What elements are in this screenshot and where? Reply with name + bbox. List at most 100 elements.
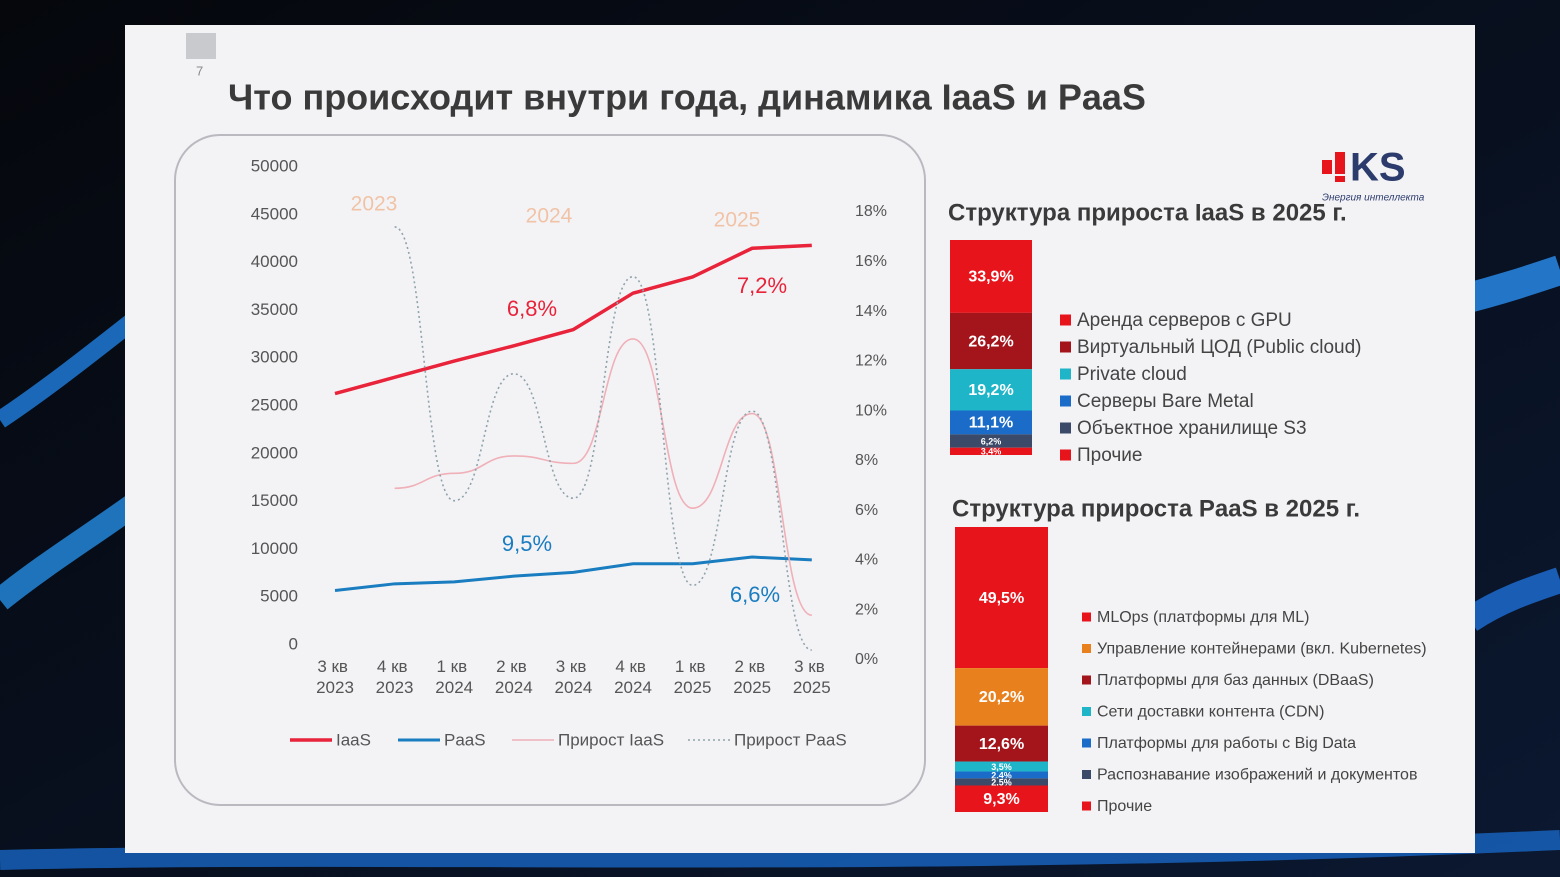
legend-label: Серверы Bare Metal — [1077, 391, 1254, 412]
logo-name: KS — [1350, 146, 1406, 190]
x-tick-label: 4 кв 2024 — [614, 657, 652, 697]
x-tick-label: 2 кв 2025 — [733, 657, 771, 697]
legend-label: Платформы для работы с Big Data — [1097, 735, 1356, 752]
legend-label: Прирост IaaS — [558, 730, 664, 749]
legend-label: IaaS — [336, 730, 371, 749]
value-label: 2,4% — [991, 770, 1012, 780]
annotation: 9,5% — [502, 531, 552, 556]
value-label: 20,2% — [979, 689, 1024, 706]
y-tick-label: 10000 — [251, 539, 298, 558]
bar-segment — [955, 725, 1048, 762]
legend-swatch — [1060, 449, 1071, 461]
legend-swatch — [1082, 644, 1091, 653]
legend-label: Объектное хранилище S3 — [1077, 418, 1307, 439]
bar-segment — [950, 410, 1032, 435]
y-tick-label: 15000 — [251, 491, 298, 510]
value-label: 19,2% — [968, 382, 1013, 399]
legend-label: Платформы для баз данных (DBaaS) — [1097, 672, 1374, 689]
legend-label: Прирост PaaS — [734, 730, 847, 749]
series-line — [394, 338, 813, 616]
y-tick-label: 25000 — [251, 395, 298, 414]
y2-tick-label: 6% — [855, 502, 878, 519]
y-tick-label: 20000 — [251, 443, 298, 462]
slide-title: Что происходит внутри года, динамика Iaa… — [228, 77, 1146, 118]
y2-tick-label: 12% — [855, 353, 887, 370]
bar-segment — [950, 369, 1032, 411]
y2-tick-label: 8% — [855, 452, 878, 469]
y2-tick-label: 4% — [855, 552, 878, 569]
bar-segment — [950, 434, 1032, 448]
bar-segment — [955, 785, 1048, 812]
y2-tick-label: 14% — [855, 303, 887, 320]
chart-frame — [174, 134, 926, 806]
value-label: 6,2% — [981, 436, 1002, 446]
series-line — [334, 555, 812, 592]
legend-label: MLOps (платформы для ML) — [1097, 609, 1309, 626]
value-label: 9,3% — [983, 791, 1019, 808]
legend-label: PaaS — [444, 730, 486, 749]
x-tick-label: 2 кв 2024 — [495, 657, 533, 697]
annotation: 7,2% — [737, 273, 787, 298]
legend-swatch — [1060, 395, 1071, 407]
year-label: 2025 — [714, 209, 761, 232]
series-line — [394, 226, 813, 651]
x-tick-label: 1 кв 2025 — [674, 657, 712, 697]
legend-label: Виртуальный ЦОД (Public cloud) — [1077, 337, 1361, 358]
bar-segment — [950, 240, 1032, 313]
legend-swatch — [1082, 770, 1091, 779]
y-tick-label: 30000 — [251, 348, 298, 367]
value-label: 3,5% — [991, 762, 1012, 772]
slide-marker — [186, 33, 216, 59]
bar-segment — [955, 761, 1048, 772]
logo-block — [1335, 152, 1345, 174]
logo-tagline: Энергия интеллекта — [1322, 193, 1425, 204]
y2-tick-label: 2% — [855, 601, 878, 618]
legend-swatch — [1060, 341, 1071, 353]
legend-label: Распознавание изображений и документов — [1097, 767, 1417, 784]
legend-swatch — [1060, 368, 1071, 380]
y-tick-label: 5000 — [260, 587, 298, 606]
x-tick-label: 3 кв 2025 — [793, 657, 831, 697]
bar-segment — [950, 312, 1032, 370]
logo-block — [1335, 176, 1345, 182]
year-label: 2023 — [351, 193, 398, 216]
legend-swatch — [1082, 707, 1091, 716]
chart-title: Структура прироста IaaS в 2025 г. — [948, 199, 1347, 226]
legend-swatch — [1060, 422, 1071, 434]
y-tick-label: 45000 — [251, 204, 298, 223]
legend-swatch — [1060, 314, 1071, 326]
bar-segment — [950, 447, 1032, 455]
bar-segment — [955, 778, 1048, 786]
year-label: 2024 — [526, 205, 573, 228]
value-label: 26,2% — [968, 333, 1013, 350]
y-tick-label: 0 — [289, 634, 298, 653]
wave — [1462, 567, 1560, 631]
y-tick-label: 40000 — [251, 252, 298, 271]
value-label: 12,6% — [979, 736, 1024, 753]
bar-segment — [955, 771, 1048, 779]
series-line — [334, 243, 812, 396]
y-tick-label: 50000 — [251, 156, 298, 175]
legend-label: Private cloud — [1077, 364, 1187, 385]
y2-tick-label: 18% — [855, 203, 887, 220]
slide-number: 7 — [196, 63, 203, 78]
legend-label: Прочие — [1077, 445, 1142, 466]
legend-swatch — [1082, 801, 1091, 811]
value-label: 33,9% — [968, 269, 1013, 286]
x-tick-label: 4 кв 2023 — [376, 657, 414, 697]
y2-tick-label: 0% — [855, 651, 878, 668]
y2-tick-label: 16% — [855, 253, 887, 270]
chart-title: Структура прироста PaaS в 2025 г. — [952, 495, 1360, 522]
legend-swatch — [1082, 675, 1091, 685]
slide — [125, 25, 1475, 853]
value-label: 3,4% — [981, 447, 1002, 457]
value-label: 49,5% — [979, 590, 1024, 607]
legend-label: Прочие — [1097, 798, 1152, 815]
y2-tick-label: 10% — [855, 402, 887, 419]
logo-block — [1322, 160, 1332, 174]
y-tick-label: 35000 — [251, 300, 298, 319]
legend-swatch — [1082, 738, 1091, 748]
legend-swatch — [1082, 612, 1091, 622]
